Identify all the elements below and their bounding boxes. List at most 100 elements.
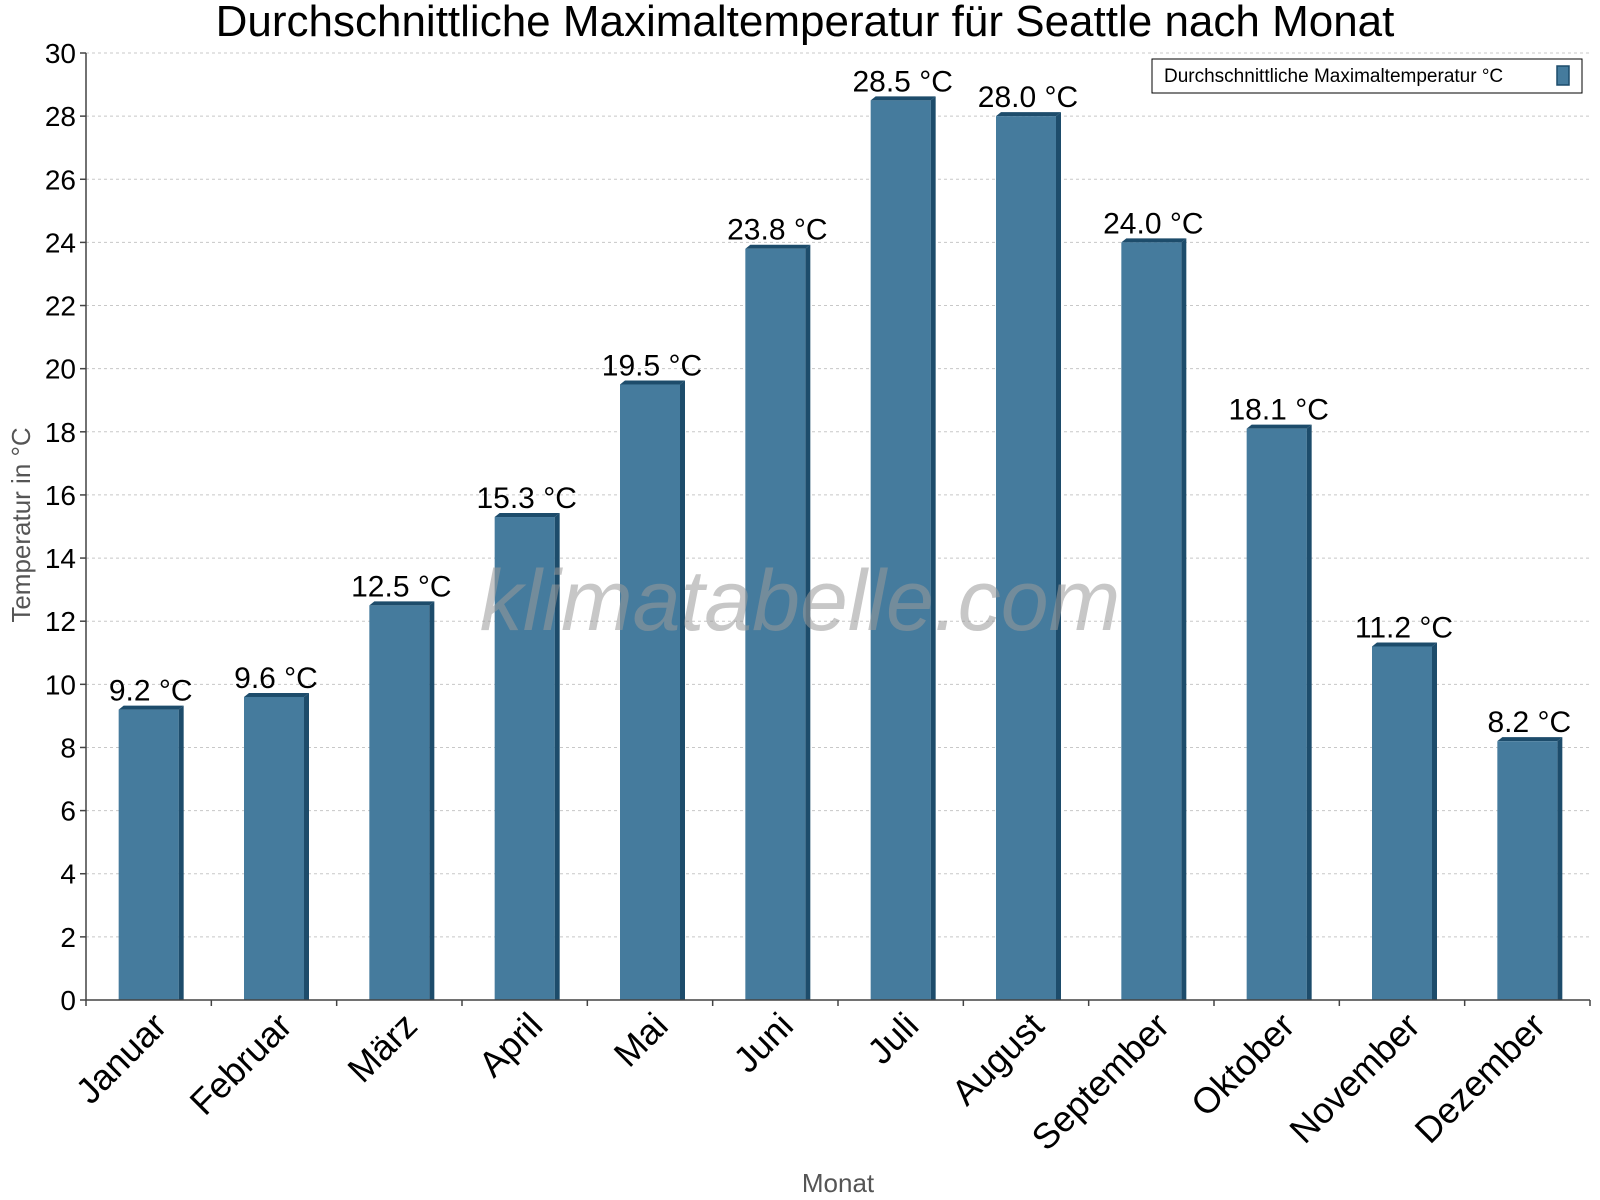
x-tick-label: Februar: [182, 1005, 300, 1123]
bar-april: [494, 513, 560, 1000]
bar-series: [118, 96, 1563, 1001]
y-tick-label: 4: [60, 859, 76, 890]
bar: [996, 116, 1056, 1001]
bar-side: [1557, 737, 1563, 1000]
bar: [745, 248, 806, 1001]
bar: [870, 100, 931, 1001]
bar-august: [996, 112, 1061, 1001]
data-label: 28.0 °C: [978, 81, 1078, 114]
bar-top: [118, 705, 184, 710]
x-tick-label: September: [1023, 1005, 1177, 1159]
bar: [1497, 741, 1558, 1000]
bar-side: [304, 692, 309, 1000]
bar-juni: [745, 244, 811, 1001]
bar: [369, 605, 430, 1000]
x-axis-label: Monat: [802, 1168, 875, 1198]
legend: Durchschnittliche Maximaltemperatur °C: [1151, 58, 1583, 94]
data-label: 24.0 °C: [1103, 207, 1203, 240]
bar-juli: [870, 96, 936, 1001]
data-label: 28.5 °C: [852, 65, 952, 98]
data-label: 23.8 °C: [727, 214, 827, 247]
data-label: 19.5 °C: [602, 349, 702, 382]
bar: [494, 517, 555, 1000]
bar-dezember: [1497, 737, 1563, 1000]
y-tick-label: 26: [45, 164, 76, 195]
x-tick-label: Dezember: [1407, 1005, 1553, 1151]
bar: [1121, 242, 1182, 1000]
y-tick-label: 12: [45, 606, 76, 637]
data-label: 15.3 °C: [476, 482, 576, 515]
y-tick-label: 10: [45, 669, 76, 700]
y-tick-label: 0: [60, 985, 76, 1016]
legend-label: Durchschnittliche Maximaltemperatur °C: [1164, 66, 1503, 87]
bar: [1246, 428, 1307, 1001]
bar-top: [1497, 737, 1563, 742]
bar-top: [1372, 642, 1437, 647]
bar-top: [1246, 424, 1312, 429]
bar-side: [1306, 424, 1312, 1001]
bar-top: [244, 692, 309, 697]
data-label: 11.2 °C: [1355, 611, 1453, 644]
x-tick-label: April: [470, 1005, 550, 1085]
bar: [118, 709, 179, 1000]
chart-title: Durchschnittliche Maximaltemperatur für …: [216, 0, 1395, 46]
bar-oktober: [1246, 424, 1312, 1001]
watermark-text: klimatabelle.com: [480, 553, 1120, 649]
data-labels: 9.2 °C 9.6 °C 12.5 °C 15.3 °C 19.5 °C 23.8 °C…: [109, 65, 1571, 739]
bar-side: [680, 380, 685, 1000]
x-tick-label: Mai: [606, 1005, 676, 1075]
bar-november: [1372, 642, 1437, 1000]
y-tick-label: 14: [45, 543, 76, 574]
bar: [1372, 646, 1432, 1000]
y-tick-label: 2: [60, 922, 76, 953]
bar-februar: [244, 692, 309, 1000]
y-tick-label: 22: [45, 291, 76, 322]
grid-lines: [86, 52, 1590, 938]
y-tick-label: 30: [45, 38, 76, 69]
y-tick-label: 28: [45, 101, 76, 132]
y-tick-label: 8: [60, 732, 76, 763]
bar-top: [494, 513, 560, 518]
bar-side: [1181, 238, 1187, 1000]
bar-side: [554, 513, 560, 1000]
bar-top: [620, 380, 685, 385]
y-tick-label: 16: [45, 480, 76, 511]
bar: [620, 384, 680, 1000]
bar-top: [870, 96, 936, 101]
bar-januar: [118, 705, 184, 1000]
y-axis-label: Temperatur in °C: [6, 427, 36, 622]
bar-side: [805, 244, 811, 1001]
x-tick-label: Oktober: [1183, 1005, 1303, 1125]
data-label: 9.6 °C: [234, 662, 318, 695]
bar-top: [1121, 238, 1187, 243]
y-tick-label: 24: [45, 227, 76, 258]
bar-märz: [369, 601, 435, 1000]
data-label: 8.2 °C: [1487, 706, 1571, 739]
bar-top: [369, 601, 435, 606]
data-label: 9.2 °C: [109, 675, 193, 708]
legend-box: [1151, 58, 1583, 94]
legend-swatch: [1556, 65, 1570, 86]
x-tick-label: Juli: [859, 1005, 926, 1072]
bar-mai: [620, 380, 685, 1000]
bar-top: [996, 112, 1061, 117]
bar-top: [745, 244, 811, 249]
bar: [244, 696, 304, 1000]
bar-side: [1432, 642, 1437, 1000]
y-tick-label: 20: [45, 354, 76, 385]
x-tick-label: November: [1281, 1005, 1427, 1151]
data-label: 18.1 °C: [1228, 394, 1328, 427]
bar-side: [178, 705, 184, 1000]
bar-side: [930, 96, 936, 1001]
x-tick-label: Juni: [725, 1005, 801, 1081]
bar-september: [1121, 238, 1187, 1000]
y-tick-label: 6: [60, 796, 76, 827]
data-label: 12.5 °C: [351, 570, 451, 603]
x-tick-label: Januar: [67, 1005, 174, 1112]
y-tick-label: 18: [45, 417, 76, 448]
x-tick-label: August: [943, 1005, 1051, 1113]
x-tick-label: März: [339, 1005, 425, 1091]
bar-side: [1056, 112, 1061, 1001]
